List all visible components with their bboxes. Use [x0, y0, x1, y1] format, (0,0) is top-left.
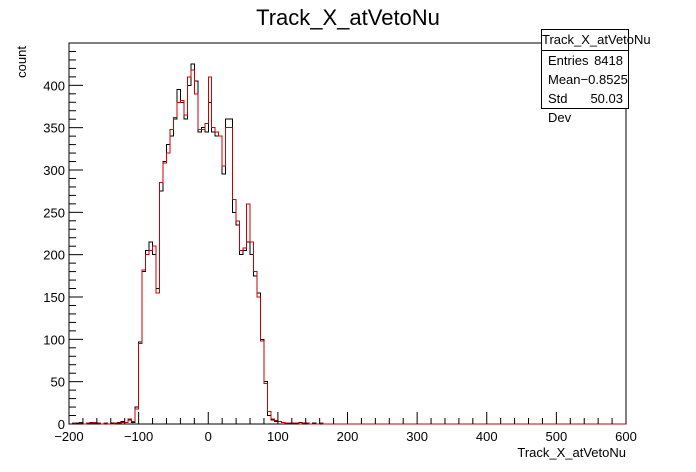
series-layer [69, 63, 626, 425]
x-tick-label: 0 [205, 429, 212, 444]
x-tick-label: 500 [546, 429, 568, 444]
stats-value: 8418 [594, 53, 623, 68]
y-tick-label: 200 [43, 248, 65, 263]
stats-value: −0.8525 [580, 72, 628, 87]
y-tick-label: 300 [43, 163, 65, 178]
x-tick-label: 300 [406, 429, 428, 444]
stats-value: 50.03 [590, 91, 623, 106]
y-tick-label: 250 [43, 205, 65, 220]
y-tick-label: 400 [43, 78, 65, 93]
stats-label: Entries [548, 53, 589, 68]
y-tick-label: 50 [51, 375, 65, 390]
stats-label: Mean [548, 72, 581, 87]
y-axis: 0 50 100 150 200 250 300 350 400 [43, 42, 83, 432]
x-tick-label: 600 [615, 429, 637, 444]
x-axis: −200 −100 0 100 200 300 400 500 600 [54, 412, 637, 444]
x-tick-label: −200 [54, 429, 83, 444]
stats-label: Std Dev [548, 91, 572, 125]
series-line-fit [69, 69, 626, 425]
stats-row-entries: Entries 8418 [542, 51, 628, 70]
stats-title: Track_X_atVetoNu [542, 30, 651, 51]
series-line-data [69, 63, 626, 425]
y-tick-label: 150 [43, 290, 65, 305]
stats-row-mean: Mean −0.8525 [542, 70, 628, 89]
stats-row-stddev: Std Dev 50.03 [542, 89, 628, 125]
x-tick-label: 200 [337, 429, 359, 444]
y-tick-label: 0 [58, 417, 65, 432]
x-tick-label: 400 [476, 429, 498, 444]
y-axis-title: count [14, 46, 29, 78]
stats-box: Track_X_atVetoNu Entries 8418 Mean −0.85… [541, 29, 651, 125]
x-axis-title: Track_X_atVetoNu [517, 445, 626, 460]
x-tick-label: 100 [267, 429, 289, 444]
chart-title: Track_X_atVetoNu [256, 5, 440, 30]
x-tick-label: −100 [124, 429, 153, 444]
y-tick-label: 350 [43, 121, 65, 136]
y-tick-label: 100 [43, 332, 65, 347]
